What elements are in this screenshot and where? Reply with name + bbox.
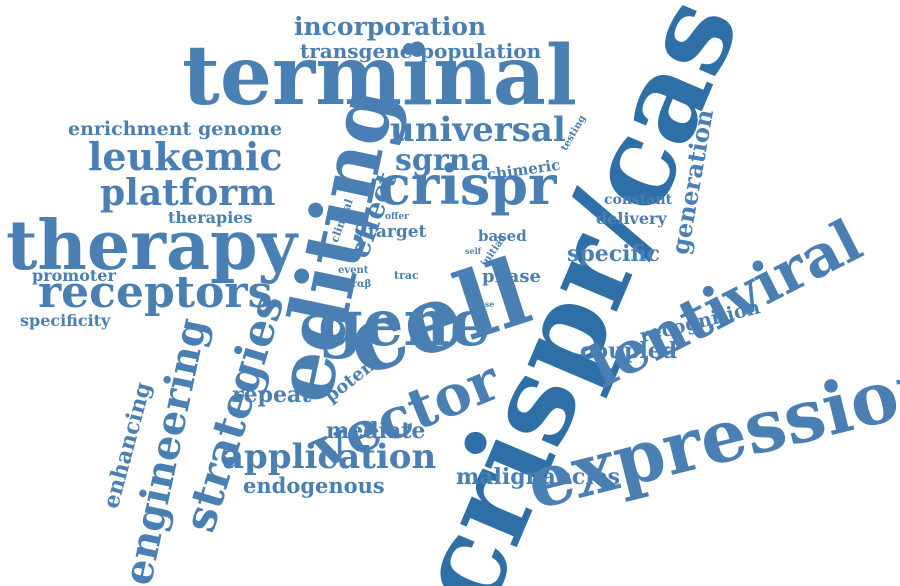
word-mediate: mediate (326, 418, 426, 444)
word-crispr: crispr (378, 153, 557, 217)
word-transgene: transgene (300, 39, 413, 63)
word-population: population (420, 39, 542, 63)
word-leukemic: leukemic (88, 134, 283, 179)
word-delivery: delivery (596, 209, 667, 228)
word-event: event (338, 265, 369, 276)
word-sgrna: sgrna (395, 143, 490, 178)
word-incorporation: incorporation (294, 12, 487, 41)
word-application: application (222, 437, 437, 477)
word-self: self (465, 246, 482, 256)
word-trac: trac (394, 269, 419, 282)
word-therapies: therapies (168, 208, 253, 227)
word-platform: platform (100, 172, 276, 214)
word-gene: gene (318, 286, 491, 361)
word-constant: constant (604, 192, 673, 208)
word-endogenous: endogenous (243, 473, 385, 498)
word-phase: phase (482, 266, 541, 287)
word-separator-dot (403, 43, 415, 55)
word-based: based (478, 227, 527, 245)
word-target: target (368, 222, 427, 242)
word-genome: genome (198, 118, 283, 140)
word-specific: specific (567, 241, 660, 267)
word-terminal: terminal (182, 28, 578, 124)
word-tcrab: tcrαβ (341, 279, 372, 290)
word-coupled: coupled (580, 338, 678, 364)
word-base: base (474, 299, 495, 309)
word-specificity: specificity (20, 311, 111, 330)
word-malignancies: malignancies (456, 464, 621, 490)
word-therapy: therapy (6, 206, 298, 286)
word-receptors: receptors (38, 267, 273, 318)
word-offer: offer (385, 212, 409, 222)
word-universal: universal (390, 110, 566, 150)
word-repeat: repeat (232, 382, 312, 408)
word-enrichment: enrichment (68, 118, 192, 140)
word-promoter: promoter (32, 266, 116, 285)
